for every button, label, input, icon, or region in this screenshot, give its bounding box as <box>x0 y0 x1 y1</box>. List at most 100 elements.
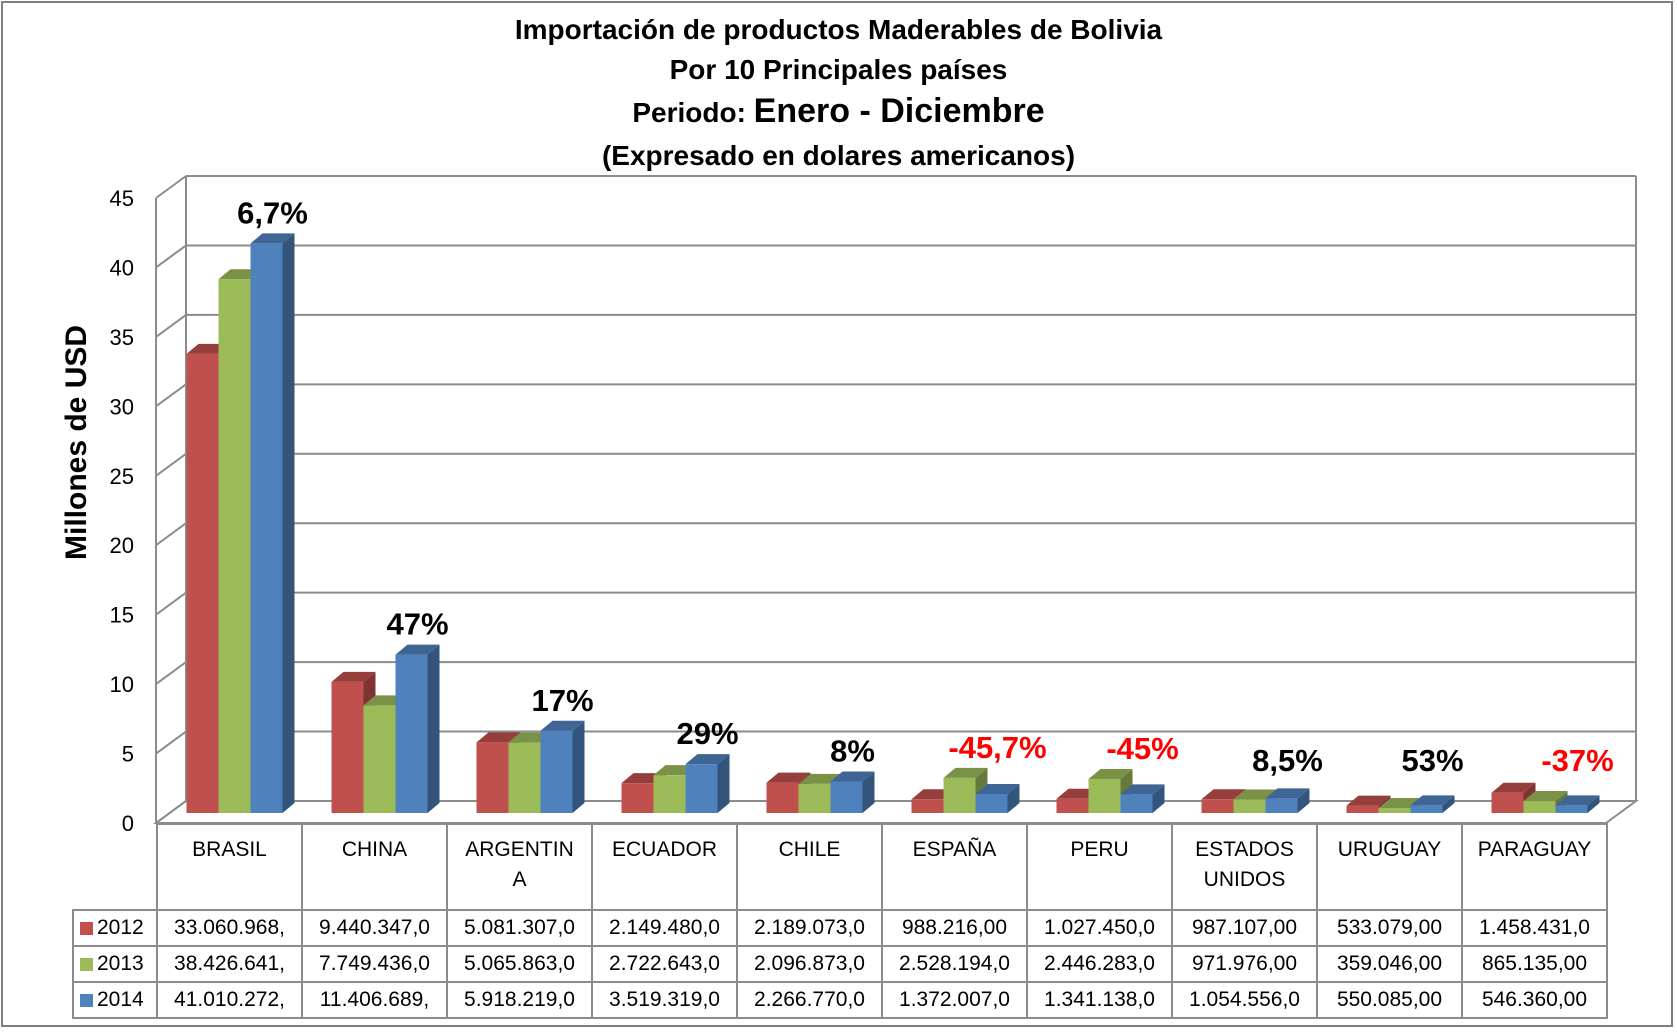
category-label-line: ESPAÑA <box>912 838 997 861</box>
chart-title-line-2: Por 10 Principales países <box>669 54 1008 85</box>
period-value: Enero - Diciembre <box>753 92 1045 130</box>
bar-2013 <box>1088 779 1121 813</box>
category-label: ESTADOS UNIDOS <box>1171 823 1318 911</box>
growth-annotation: -45% <box>1106 731 1178 766</box>
table-header-row: BRASIL CHINA ARGENTIN A ECUADOR CHILE ESPAÑA PE… <box>73 823 1608 911</box>
table-cell: 865.135,00 <box>1461 945 1608 983</box>
data-table: BRASIL CHINA ARGENTIN A ECUADOR CHILE ESPAÑA PE… <box>72 823 1608 1019</box>
chart-subtitle: (Expresado en dolares americanos) <box>601 140 1076 171</box>
growth-annotation: 47% <box>386 607 448 642</box>
gridline-depth <box>155 244 187 269</box>
table-cell: 7.749.436,0 <box>301 945 448 983</box>
legend-label: 2012 <box>97 916 144 939</box>
bar-side-2014 <box>572 720 585 813</box>
table-cell: 38.426.641, <box>156 945 303 983</box>
category-label: BRASIL <box>156 823 303 911</box>
growth-annotation: 8% <box>830 734 875 769</box>
bar-top-2014 <box>830 771 875 782</box>
y-tick-label: 15 <box>110 603 134 628</box>
growth-annotation: 17% <box>531 683 593 718</box>
category-label: URUGUAY <box>1316 823 1463 911</box>
category-label: ARGENTIN A <box>446 823 593 911</box>
table-cell: 33.060.968, <box>156 909 303 947</box>
table-cell: 2.149.480,0 <box>591 909 738 947</box>
bar-2012 <box>1346 805 1379 813</box>
bar-side-2014 <box>862 771 875 813</box>
bar-top-2012 <box>1491 782 1536 793</box>
y-tick-label: 10 <box>110 672 134 697</box>
table-cell: 2.096.873,0 <box>736 945 883 983</box>
bar-2014 <box>1410 805 1443 813</box>
category-label-line: ECUADOR <box>611 838 717 861</box>
table-cell: 359.046,00 <box>1316 945 1463 983</box>
table-cell: 971.976,00 <box>1171 945 1318 983</box>
gridline-depth <box>155 591 187 616</box>
period-label: Periodo: <box>632 97 746 128</box>
table-cell: 11.406.689, <box>301 981 448 1019</box>
bar-side-2014 <box>427 644 440 813</box>
y-tick-label: 45 <box>110 186 134 211</box>
table-cell: 546.360,00 <box>1461 981 1608 1019</box>
bar-top-2013 <box>1233 789 1278 800</box>
bar-top-2012 <box>766 772 811 783</box>
chart-title-line-1: Importación de productos Maderables de B… <box>514 14 1163 45</box>
bar-2012 <box>186 353 219 813</box>
y-tick-label: 30 <box>110 394 134 419</box>
bar-top-2013 <box>1523 790 1568 801</box>
bar-2013 <box>1378 808 1411 813</box>
table-cell: 533.079,00 <box>1316 909 1463 947</box>
gridline-depth <box>155 522 187 547</box>
table-cell: 5.918.219,0 <box>446 981 593 1019</box>
gridline-depth <box>155 730 187 755</box>
gridline-depth <box>155 314 187 338</box>
table-cell: 5.065.863,0 <box>446 945 593 983</box>
table-cell: 550.085,00 <box>1316 981 1463 1019</box>
y-tick-label: 35 <box>110 325 134 350</box>
bar-2014 <box>540 730 573 813</box>
bar-top-2013 <box>1088 769 1133 780</box>
bar-side-2014 <box>1007 783 1020 813</box>
growth-annotation: 6,7% <box>237 195 308 230</box>
bar-2012 <box>331 681 364 813</box>
bar-side-2014 <box>1442 795 1455 813</box>
bar-2014 <box>1555 805 1588 813</box>
table-cell: 2.528.194,0 <box>881 945 1028 983</box>
bar-top-2012 <box>1201 789 1246 800</box>
legend-entry: 2012 <box>72 909 158 947</box>
gridline-depth <box>155 661 187 685</box>
category-label-line: PARAGUAY <box>1477 838 1592 861</box>
bar-2014 <box>395 654 428 813</box>
bar-top-2014 <box>395 644 440 655</box>
category-label-line: A <box>512 868 527 891</box>
bar-2013 <box>218 279 251 814</box>
bar-side-2014 <box>282 233 295 813</box>
y-tick-label: 25 <box>110 464 134 489</box>
table-cell: 987.107,00 <box>1171 909 1318 947</box>
table-cell: 41.010.272, <box>156 981 303 1019</box>
gridline-depth <box>155 175 187 199</box>
table-cell: 2.266.770,0 <box>736 981 883 1019</box>
table-cell: 1.027.450,0 <box>1026 909 1173 947</box>
bar-side-2014 <box>1297 788 1310 813</box>
category-label: CHILE <box>736 823 883 911</box>
bar-2012 <box>476 742 509 813</box>
y-tick-label: 5 <box>122 742 134 767</box>
table-cell: 2.446.283,0 <box>1026 945 1173 983</box>
bar-2014 <box>975 793 1008 813</box>
bar-2012 <box>1491 792 1524 813</box>
category-label-line: CHILE <box>778 838 841 861</box>
bar-top-2014 <box>1120 784 1165 795</box>
category-label: PERU <box>1026 823 1173 911</box>
table-cell: 1.458.431,0 <box>1461 909 1608 947</box>
bar-2013 <box>1523 800 1556 813</box>
bar-top-2012 <box>331 671 376 682</box>
bar-2013 <box>363 705 396 813</box>
bar-top-2014 <box>975 783 1020 794</box>
bar-top-2014 <box>685 754 730 765</box>
table-cell: 5.081.307,0 <box>446 909 593 947</box>
category-label-line: BRASIL <box>192 838 267 861</box>
bar-top-2014 <box>1265 788 1310 799</box>
table-cell: 3.519.319,0 <box>591 981 738 1019</box>
bar-2012 <box>911 799 944 813</box>
